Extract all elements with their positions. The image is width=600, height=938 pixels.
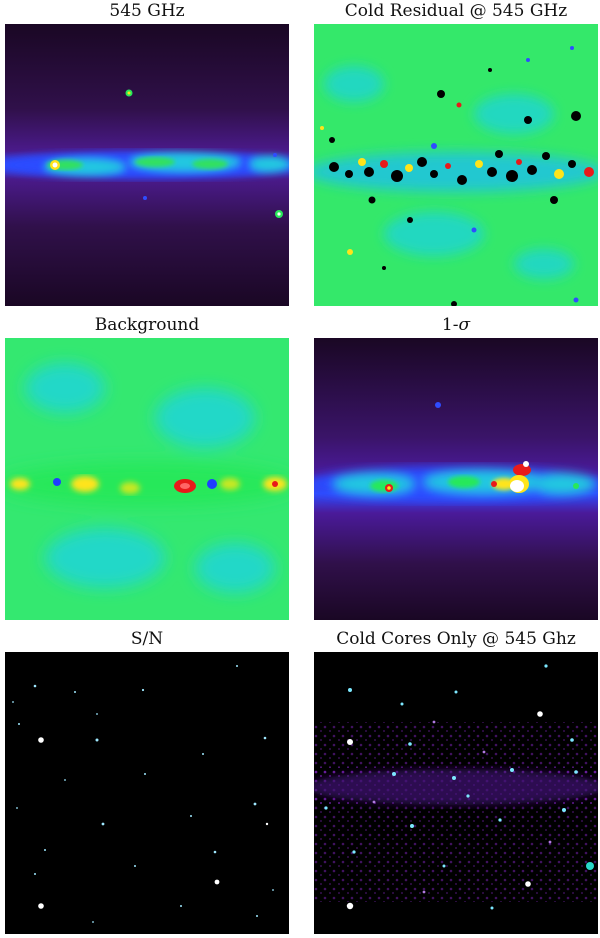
background-hotspots [53,478,278,493]
panel-title: S/N [130,629,164,649]
panel-title-main: 1- [441,315,459,335]
panel-sigma: 1-σ [314,314,598,620]
map-cold-residual [314,24,598,306]
panel-cold-residual: Cold Residual @ 545 GHz [314,0,598,306]
panel-title: 545 GHz [109,1,185,21]
panel-545ghz: 545 GHz [5,0,289,306]
panel-sn: S/N [5,628,289,934]
map-background [5,338,289,620]
residual-cores [320,46,594,306]
map-cold-cores-only [314,652,598,934]
map-sn [5,652,289,934]
panel-cold-cores-only: Cold Cores Only @ 545 Ghz [314,628,598,934]
map-545ghz [5,24,289,306]
panel-title: 1-σ [314,314,598,336]
cores-points [324,664,594,910]
sigma-sources [385,402,579,493]
sn-points [12,665,274,923]
panel-title-symbol: σ [458,315,471,335]
panel-title: Cold Residual @ 545 GHz [344,1,568,21]
map-sigma [314,338,598,620]
panel-title: Cold Cores Only @ 545 Ghz [336,629,576,649]
bright-sources [50,89,283,218]
panel-background: Background [5,314,289,620]
panel-title: Background [94,315,200,335]
